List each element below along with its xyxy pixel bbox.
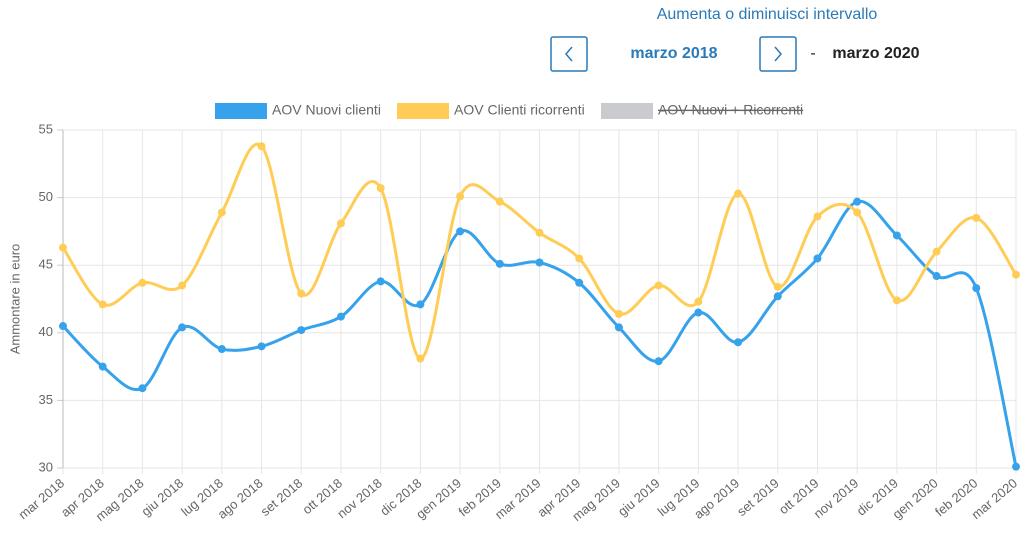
data-point[interactable]: [376, 277, 385, 286]
data-point[interactable]: [376, 184, 385, 193]
data-point[interactable]: [892, 231, 901, 240]
data-point[interactable]: [416, 300, 425, 309]
data-point[interactable]: [734, 189, 743, 198]
data-point[interactable]: [138, 384, 147, 393]
legend-swatch[interactable]: [215, 103, 267, 119]
data-point[interactable]: [535, 228, 544, 237]
data-point[interactable]: [297, 326, 306, 335]
data-point[interactable]: [773, 282, 782, 291]
y-axis-label: Ammontare in euro: [7, 244, 22, 355]
data-point[interactable]: [495, 197, 504, 206]
series-line: [61, 142, 1018, 360]
data-point[interactable]: [892, 296, 901, 305]
data-point[interactable]: [1012, 270, 1020, 279]
legend-item[interactable]: AOV Clienti ricorrenti: [397, 102, 585, 119]
data-point[interactable]: [972, 284, 981, 293]
legend-label[interactable]: AOV Clienti ricorrenti: [454, 102, 585, 118]
x-tick-label: giu 2019: [615, 475, 663, 519]
data-point[interactable]: [98, 300, 107, 309]
next-button-box[interactable]: [759, 36, 797, 72]
series-line: [61, 200, 1018, 467]
y-tick-label: 50: [39, 189, 53, 204]
x-tick-label: nov 2019: [811, 475, 862, 521]
x-tick-label: giu 2018: [138, 475, 186, 519]
range-separator: -: [810, 45, 815, 62]
legend-item[interactable]: AOV Nuovi + Ricorrenti: [601, 102, 803, 119]
data-point[interactable]: [495, 259, 504, 268]
data-point[interactable]: [813, 212, 822, 221]
data-point[interactable]: [336, 312, 345, 321]
x-tick-label: gen 2019: [413, 475, 464, 521]
data-point[interactable]: [535, 258, 544, 267]
data-point[interactable]: [456, 192, 465, 201]
legend-label[interactable]: AOV Nuovi clienti: [272, 102, 381, 118]
data-point[interactable]: [575, 278, 584, 287]
legend-item[interactable]: AOV Nuovi clienti: [215, 102, 381, 119]
prev-button[interactable]: [550, 36, 588, 72]
prev-button-box[interactable]: [550, 36, 588, 72]
range-start: marzo 2018: [630, 45, 717, 62]
data-point[interactable]: [1012, 462, 1020, 471]
x-tick-label: set 2018: [258, 475, 306, 519]
data-point[interactable]: [734, 338, 743, 347]
data-point[interactable]: [694, 297, 703, 306]
x-tick-label: mar 2018: [15, 475, 67, 522]
legend-swatch[interactable]: [397, 103, 449, 119]
data-point[interactable]: [178, 323, 187, 332]
data-point[interactable]: [932, 272, 941, 281]
y-tick-label: 55: [39, 121, 53, 136]
legend-swatch[interactable]: [601, 103, 653, 119]
data-point[interactable]: [138, 278, 147, 287]
y-tick-label: 45: [39, 257, 53, 272]
y-tick-label: 30: [39, 459, 53, 474]
data-point[interactable]: [654, 357, 663, 366]
data-point[interactable]: [972, 213, 981, 222]
data-point[interactable]: [575, 254, 584, 263]
data-point[interactable]: [178, 281, 187, 290]
data-point[interactable]: [257, 142, 266, 151]
data-point[interactable]: [853, 208, 862, 217]
legend-label[interactable]: AOV Nuovi + Ricorrenti: [658, 102, 803, 118]
data-point[interactable]: [257, 342, 266, 351]
data-point[interactable]: [813, 254, 822, 263]
data-point[interactable]: [456, 227, 465, 236]
prev-arrow[interactable]: [565, 46, 573, 62]
y-tick-label: 40: [39, 324, 53, 339]
data-point[interactable]: [59, 243, 67, 252]
y-tick-label: 35: [39, 392, 53, 407]
data-point[interactable]: [654, 281, 663, 290]
data-point[interactable]: [614, 309, 623, 318]
data-point[interactable]: [217, 345, 226, 354]
data-point[interactable]: [297, 289, 306, 298]
data-point[interactable]: [98, 362, 107, 371]
data-point[interactable]: [59, 322, 67, 331]
range-end: marzo 2020: [832, 45, 919, 62]
x-tick-label: set 2019: [734, 475, 782, 519]
x-tick-label: nov 2018: [334, 475, 385, 521]
data-point[interactable]: [932, 247, 941, 256]
range-title: Aumenta o diminuisci intervallo: [657, 6, 878, 23]
data-point[interactable]: [773, 292, 782, 301]
data-point[interactable]: [694, 308, 703, 317]
data-point[interactable]: [336, 219, 345, 228]
data-point[interactable]: [416, 354, 425, 363]
next-button[interactable]: [759, 36, 797, 72]
data-point[interactable]: [853, 197, 862, 206]
x-tick-label: gen 2020: [890, 475, 941, 521]
next-arrow[interactable]: [774, 46, 782, 62]
data-point[interactable]: [217, 208, 226, 217]
data-point[interactable]: [614, 323, 623, 332]
